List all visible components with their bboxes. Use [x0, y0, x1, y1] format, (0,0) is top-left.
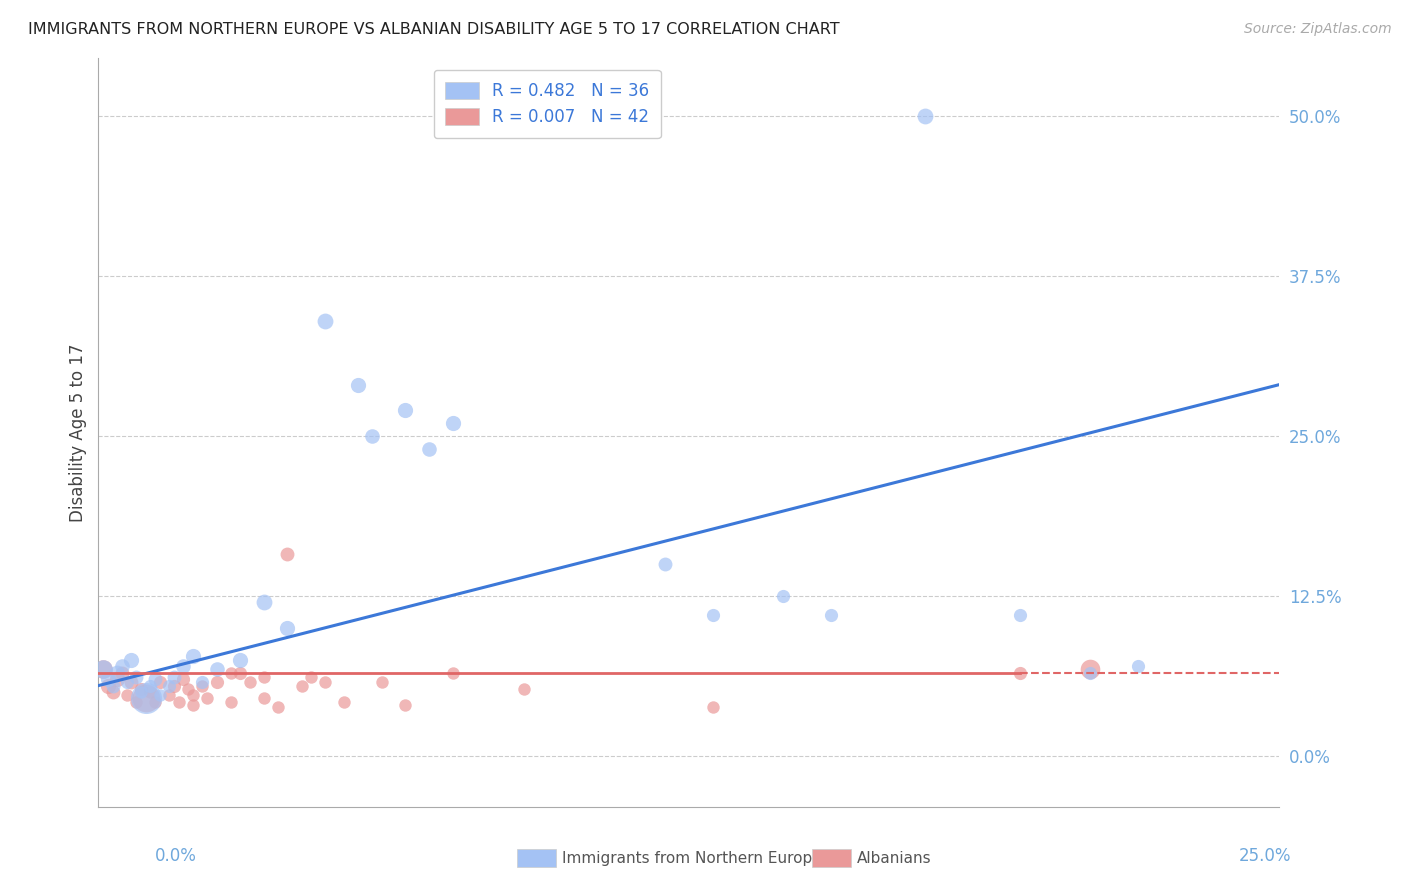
Point: [101, 685, 124, 699]
Point: [276, 547, 298, 561]
Point: [135, 691, 157, 706]
Point: [239, 674, 262, 689]
Point: [97, 672, 120, 686]
Point: [191, 679, 214, 693]
Text: 25.0%: 25.0%: [1239, 847, 1292, 865]
Point: [195, 691, 218, 706]
Point: [191, 674, 214, 689]
Point: [1126, 659, 1149, 673]
Point: [143, 695, 166, 709]
Point: [101, 679, 124, 693]
Point: [219, 665, 242, 680]
Point: [111, 659, 134, 673]
Point: [115, 688, 138, 702]
Point: [276, 621, 298, 635]
Point: [177, 682, 200, 697]
Text: Immigrants from Northern Europe: Immigrants from Northern Europe: [562, 851, 821, 865]
Point: [181, 649, 204, 664]
Point: [105, 672, 128, 686]
Point: [149, 674, 172, 689]
Point: [441, 416, 464, 430]
Point: [1080, 662, 1102, 676]
Point: [512, 682, 534, 697]
Point: [1008, 608, 1031, 623]
Point: [394, 698, 416, 712]
Point: [314, 674, 336, 689]
Point: [394, 403, 416, 417]
Point: [181, 698, 204, 712]
Point: [299, 670, 322, 684]
Point: [115, 674, 138, 689]
Text: 0.0%: 0.0%: [155, 847, 197, 865]
Point: [121, 653, 143, 667]
Point: [172, 672, 194, 686]
Text: IMMIGRANTS FROM NORTHERN EUROPE VS ALBANIAN DISABILITY AGE 5 TO 17 CORRELATION C: IMMIGRANTS FROM NORTHERN EUROPE VS ALBAN…: [28, 22, 839, 37]
Point: [229, 653, 252, 667]
Point: [333, 695, 356, 709]
Point: [205, 662, 228, 676]
Point: [125, 670, 148, 684]
Point: [219, 695, 242, 709]
Point: [290, 679, 312, 693]
Point: [163, 679, 186, 693]
Point: [91, 662, 114, 676]
Point: [702, 608, 724, 623]
Point: [163, 670, 186, 684]
Point: [105, 665, 128, 680]
Point: [157, 679, 180, 693]
Point: [143, 672, 166, 686]
Point: [97, 679, 120, 693]
Point: [441, 665, 464, 680]
Point: [371, 674, 394, 689]
Text: Source: ZipAtlas.com: Source: ZipAtlas.com: [1244, 22, 1392, 37]
Point: [1008, 665, 1031, 680]
Point: [820, 608, 842, 623]
Point: [702, 700, 724, 714]
Point: [157, 688, 180, 702]
Point: [654, 557, 676, 571]
Point: [205, 674, 228, 689]
Point: [229, 665, 252, 680]
Point: [772, 589, 794, 603]
Y-axis label: Disability Age 5 to 17: Disability Age 5 to 17: [69, 343, 87, 522]
Point: [914, 109, 936, 123]
Point: [111, 665, 134, 680]
Point: [129, 685, 152, 699]
Point: [91, 662, 114, 676]
Point: [149, 688, 172, 702]
Point: [253, 670, 276, 684]
Point: [135, 691, 157, 706]
Point: [253, 691, 276, 706]
Text: Albanians: Albanians: [856, 851, 932, 865]
Point: [267, 700, 290, 714]
Point: [121, 674, 143, 689]
Point: [129, 682, 152, 697]
Point: [139, 679, 162, 693]
Point: [139, 685, 162, 699]
Point: [167, 695, 190, 709]
Point: [253, 595, 276, 609]
Point: [418, 442, 440, 456]
Point: [125, 695, 148, 709]
Point: [181, 688, 204, 702]
Point: [1080, 665, 1102, 680]
Point: [314, 313, 336, 327]
Point: [347, 377, 370, 392]
Point: [172, 659, 194, 673]
Legend: R = 0.482   N = 36, R = 0.007   N = 42: R = 0.482 N = 36, R = 0.007 N = 42: [433, 70, 661, 138]
Point: [361, 429, 384, 443]
